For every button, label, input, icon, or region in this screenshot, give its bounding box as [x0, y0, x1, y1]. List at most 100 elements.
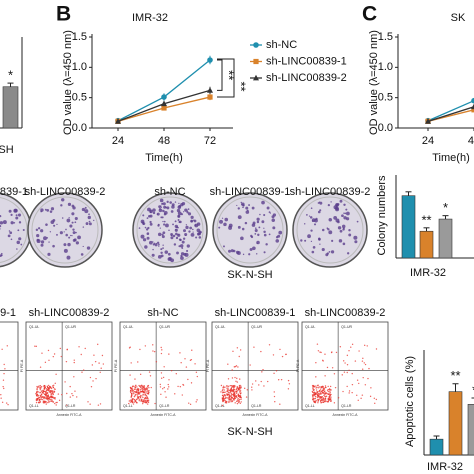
flow-event: [324, 385, 327, 387]
colony-dot: [88, 220, 91, 223]
flow-event: [98, 362, 100, 364]
flow-event: [319, 396, 321, 399]
flow-event: [287, 379, 290, 382]
flow-event: [182, 384, 185, 386]
flow-event: [43, 388, 45, 390]
flow-event: [180, 362, 182, 364]
flow-event: [146, 389, 149, 391]
flow-event: [142, 385, 144, 388]
colony-dot: [263, 227, 265, 229]
flow-event: [47, 395, 50, 397]
colony-dot: [256, 220, 260, 224]
flow-event: [239, 398, 241, 401]
flow-event: [35, 345, 38, 348]
colony-dot: [328, 217, 333, 222]
flow-event: [66, 349, 68, 351]
flow-event: [2, 385, 4, 388]
colony-dot: [144, 245, 148, 249]
flow-event: [149, 375, 152, 377]
flow-event: [40, 391, 43, 393]
flow-event: [46, 389, 48, 392]
flow-plot: [301, 321, 389, 411]
flow-event: [328, 397, 330, 400]
flow-event: [227, 385, 230, 388]
flow-event: [138, 399, 140, 402]
flow-event: [229, 398, 231, 401]
bar: [401, 195, 416, 259]
flow-event: [225, 396, 227, 399]
flow-event: [312, 396, 314, 398]
flow-event: [155, 361, 158, 363]
flow-event: [58, 399, 61, 402]
flow-event: [131, 385, 134, 388]
significance: **: [222, 70, 237, 80]
colony-dot: [160, 251, 163, 255]
flow-event: [222, 389, 224, 391]
flow-event: [128, 402, 130, 405]
flow-event: [152, 350, 154, 352]
flow-event: [38, 387, 41, 389]
flow-event: [319, 388, 322, 390]
flow-event: [133, 401, 136, 403]
colony-dot: [162, 244, 164, 246]
flow-event: [369, 395, 372, 398]
colony-dot: [269, 212, 271, 214]
colony-dot: [161, 235, 165, 239]
panel-label: B: [56, 3, 71, 26]
flow-label: 0839-1: [0, 307, 16, 319]
colony-dot: [189, 226, 193, 230]
y-tick-label: 0.5: [72, 92, 87, 104]
colony-dot: [339, 229, 343, 233]
flow-event: [232, 385, 234, 387]
flow-event: [61, 393, 63, 396]
flow-event: [92, 380, 94, 382]
colony-dot: [72, 231, 76, 235]
quadrant-label: Q1-LL: [305, 404, 315, 408]
flow-event: [222, 387, 224, 389]
flow-event: [138, 398, 140, 400]
colony-plate-rim: [216, 196, 284, 264]
colony-dot: [311, 220, 314, 222]
flow-event: [144, 398, 146, 400]
flow-event: [230, 399, 232, 402]
flow-event: [373, 397, 376, 400]
flow-event: [316, 343, 319, 345]
flow-event: [47, 388, 50, 391]
flow-event: [191, 349, 193, 351]
flow-event: [238, 389, 241, 391]
colony-dot: [161, 233, 164, 236]
colony-dot: [171, 205, 175, 209]
flow-event: [131, 401, 134, 404]
flow-plot: [211, 321, 299, 411]
quadrant-label: Q1-UL: [305, 325, 315, 329]
flow-event: [170, 370, 173, 372]
colony-dot: [52, 244, 55, 248]
legend-label: sh-NC: [266, 39, 297, 51]
flow-event: [73, 376, 75, 378]
colony-dot: [73, 238, 77, 242]
colony-dot: [82, 226, 85, 228]
colony-dot: [222, 245, 225, 248]
flow-event: [139, 390, 142, 392]
flow-event: [184, 358, 186, 360]
flow-event: [99, 403, 102, 405]
flow-event: [341, 374, 343, 376]
flow-event: [230, 395, 232, 397]
flow-event: [351, 372, 353, 375]
flow-event: [37, 394, 40, 397]
colony-dot: [157, 245, 160, 247]
flow-event: [319, 392, 322, 394]
flow-event: [229, 389, 232, 392]
flow-event: [60, 355, 62, 358]
flow-event: [46, 385, 48, 388]
flow-event: [236, 387, 238, 390]
colony-dot: [66, 255, 71, 260]
colony-dot: [303, 223, 306, 225]
flow-event: [368, 367, 370, 370]
flow-event: [237, 393, 240, 396]
flow-event: [3, 363, 5, 366]
colony-dot: [272, 213, 277, 217]
colony-dot: [65, 233, 68, 237]
flow-event: [237, 387, 239, 390]
colony-dot: [300, 239, 303, 242]
